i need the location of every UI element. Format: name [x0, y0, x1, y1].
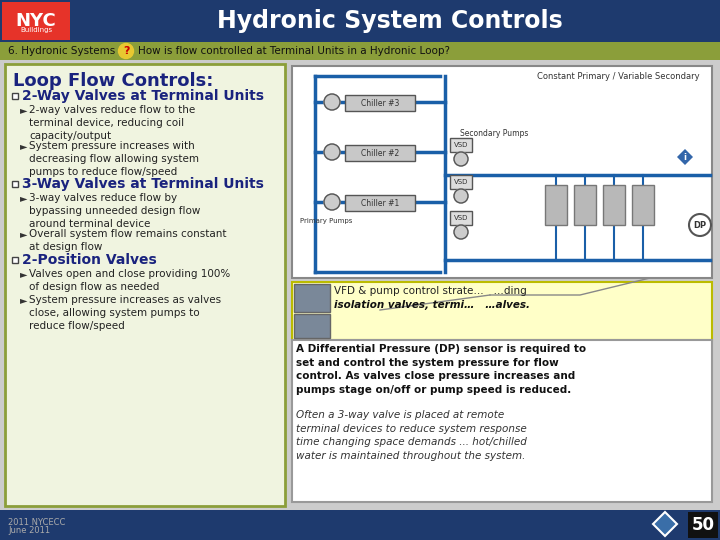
- Text: 2011 NYCECC: 2011 NYCECC: [8, 518, 66, 527]
- FancyBboxPatch shape: [5, 64, 285, 506]
- Text: 3-way valves reduce flow by
bypassing unneeded design flow
around terminal devic: 3-way valves reduce flow by bypassing un…: [29, 193, 200, 228]
- Text: Loop Flow Controls:: Loop Flow Controls:: [13, 72, 213, 90]
- FancyBboxPatch shape: [574, 185, 596, 225]
- Text: isolation valves, termi…   …alves.: isolation valves, termi… …alves.: [334, 300, 530, 310]
- Text: ►: ►: [20, 229, 27, 239]
- FancyBboxPatch shape: [0, 0, 720, 42]
- FancyBboxPatch shape: [0, 42, 720, 60]
- Circle shape: [454, 152, 468, 166]
- Text: 2-Position Valves: 2-Position Valves: [22, 253, 157, 267]
- Text: Primary Pumps: Primary Pumps: [300, 218, 352, 224]
- FancyBboxPatch shape: [345, 195, 415, 211]
- Circle shape: [689, 214, 711, 236]
- FancyBboxPatch shape: [450, 138, 472, 152]
- Text: VFD & pump control strate…   …ding: VFD & pump control strate… …ding: [334, 286, 527, 296]
- Text: ►: ►: [20, 141, 27, 151]
- Text: i: i: [683, 152, 686, 161]
- FancyBboxPatch shape: [345, 95, 415, 111]
- FancyBboxPatch shape: [12, 257, 18, 263]
- Polygon shape: [676, 148, 694, 166]
- Text: 3-Way Valves at Terminal Units: 3-Way Valves at Terminal Units: [22, 177, 264, 191]
- FancyBboxPatch shape: [345, 145, 415, 161]
- FancyBboxPatch shape: [294, 284, 330, 312]
- Circle shape: [324, 194, 340, 210]
- Text: Constant Primary / Variable Secondary: Constant Primary / Variable Secondary: [537, 72, 700, 81]
- Text: Often a 3-way valve is placed at remote
terminal devices to reduce system respon: Often a 3-way valve is placed at remote …: [296, 410, 527, 461]
- Text: 50: 50: [691, 516, 714, 534]
- Circle shape: [119, 44, 133, 58]
- Text: Buildings: Buildings: [20, 27, 52, 33]
- FancyBboxPatch shape: [632, 185, 654, 225]
- FancyBboxPatch shape: [12, 181, 18, 187]
- Text: NYC: NYC: [16, 12, 56, 30]
- FancyBboxPatch shape: [12, 93, 18, 99]
- Text: Chiller #3: Chiller #3: [361, 98, 399, 107]
- Text: VSD: VSD: [454, 142, 468, 148]
- Text: ?: ?: [122, 46, 130, 56]
- Text: ►: ►: [20, 269, 27, 279]
- Circle shape: [454, 189, 468, 203]
- FancyBboxPatch shape: [688, 512, 718, 538]
- FancyBboxPatch shape: [292, 340, 712, 502]
- FancyBboxPatch shape: [0, 510, 720, 540]
- Text: ►: ►: [20, 105, 27, 115]
- FancyBboxPatch shape: [0, 60, 720, 510]
- Text: ►: ►: [20, 193, 27, 203]
- FancyBboxPatch shape: [450, 175, 472, 189]
- Circle shape: [324, 144, 340, 160]
- Text: VSD: VSD: [454, 215, 468, 221]
- Text: Overall system flow remains constant
at design flow: Overall system flow remains constant at …: [29, 229, 227, 252]
- Text: How is flow controlled at Terminal Units in a Hydronic Loop?: How is flow controlled at Terminal Units…: [138, 46, 450, 56]
- FancyBboxPatch shape: [292, 282, 712, 340]
- Polygon shape: [653, 512, 677, 536]
- FancyBboxPatch shape: [292, 66, 712, 278]
- Text: Chiller #2: Chiller #2: [361, 148, 399, 158]
- FancyBboxPatch shape: [450, 211, 472, 225]
- Text: 2-Way Valves at Terminal Units: 2-Way Valves at Terminal Units: [22, 89, 264, 103]
- Text: June 2011: June 2011: [8, 526, 50, 535]
- Text: A Differential Pressure (DP) sensor is required to
set and control the system pr: A Differential Pressure (DP) sensor is r…: [296, 344, 586, 395]
- Text: Valves open and close providing 100%
of design flow as needed: Valves open and close providing 100% of …: [29, 269, 230, 292]
- Text: ►: ►: [20, 295, 27, 305]
- Text: DP: DP: [693, 220, 706, 230]
- Text: Secondary Pumps: Secondary Pumps: [460, 129, 528, 138]
- Text: 2-way valves reduce flow to the
terminal device, reducing coil
capacity/output: 2-way valves reduce flow to the terminal…: [29, 105, 195, 140]
- Circle shape: [454, 225, 468, 239]
- FancyBboxPatch shape: [2, 2, 70, 40]
- Text: 6. Hydronic Systems: 6. Hydronic Systems: [8, 46, 115, 56]
- Text: Chiller #1: Chiller #1: [361, 199, 399, 207]
- FancyBboxPatch shape: [603, 185, 625, 225]
- Circle shape: [324, 94, 340, 110]
- Text: VSD: VSD: [454, 179, 468, 185]
- Text: Hydronic System Controls: Hydronic System Controls: [217, 9, 563, 33]
- Text: System pressure increases with
decreasing flow allowing system
pumps to reduce f: System pressure increases with decreasin…: [29, 141, 199, 177]
- FancyBboxPatch shape: [545, 185, 567, 225]
- FancyBboxPatch shape: [294, 314, 330, 338]
- Text: System pressure increases as valves
close, allowing system pumps to
reduce flow/: System pressure increases as valves clos…: [29, 295, 221, 330]
